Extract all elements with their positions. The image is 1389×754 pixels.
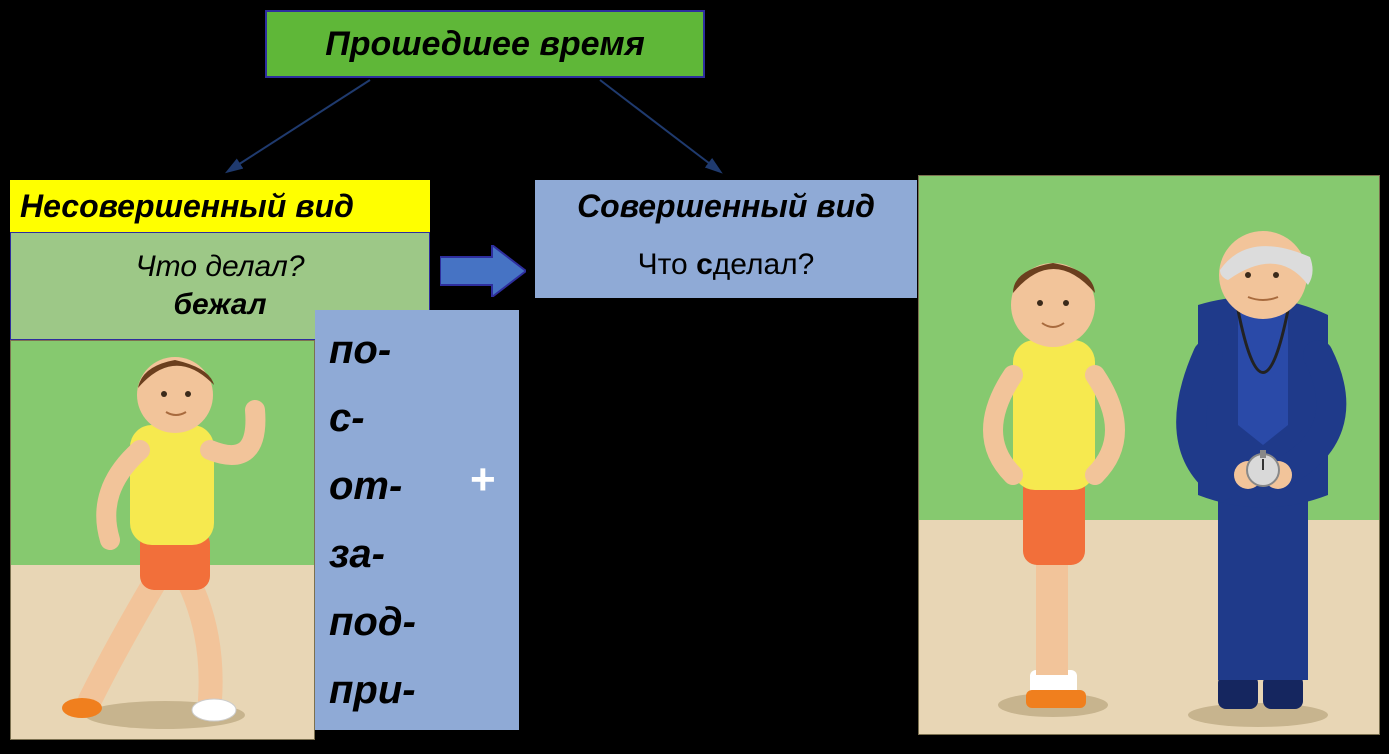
- slide-stage: Прошедшее время Несовершенный вид Что де…: [0, 0, 1389, 754]
- block-arrow-icon: [440, 245, 526, 297]
- perfective-header-text: Совершенный вид: [577, 188, 875, 225]
- prefix-list: по- с- от- за- под- при-: [315, 310, 519, 730]
- prefix-item: за-: [329, 534, 519, 574]
- illustration-runner-running: [10, 340, 315, 740]
- prefix-item: с-: [329, 398, 519, 438]
- title-box: Прошедшее время: [265, 10, 705, 78]
- perfective-question-rest: делал?: [713, 248, 815, 281]
- stray-letter: п: [885, 658, 909, 703]
- imperfective-example: бежал: [173, 288, 266, 322]
- prefix-item: по-: [329, 330, 519, 370]
- perfective-subbox: Что сделал?: [535, 232, 917, 298]
- prefix-item: под-: [329, 602, 519, 642]
- imperfective-header-text: Несовершенный вид: [20, 188, 354, 225]
- perfective-question: Что сделал?: [638, 248, 815, 282]
- stray-letter: п: [885, 588, 909, 633]
- plus-sign: +: [470, 455, 496, 505]
- prefix-item: при-: [329, 670, 519, 710]
- perfective-question-bold-letter: с: [696, 248, 713, 281]
- perfective-header: Совершенный вид: [535, 180, 917, 232]
- imperfective-question: Что делал?: [135, 250, 304, 284]
- imperfective-header: Несовершенный вид: [10, 180, 430, 232]
- illustration-runner-finished: [918, 175, 1380, 735]
- title-text: Прошедшее время: [325, 25, 644, 64]
- perfective-question-prefix: Что: [638, 248, 696, 281]
